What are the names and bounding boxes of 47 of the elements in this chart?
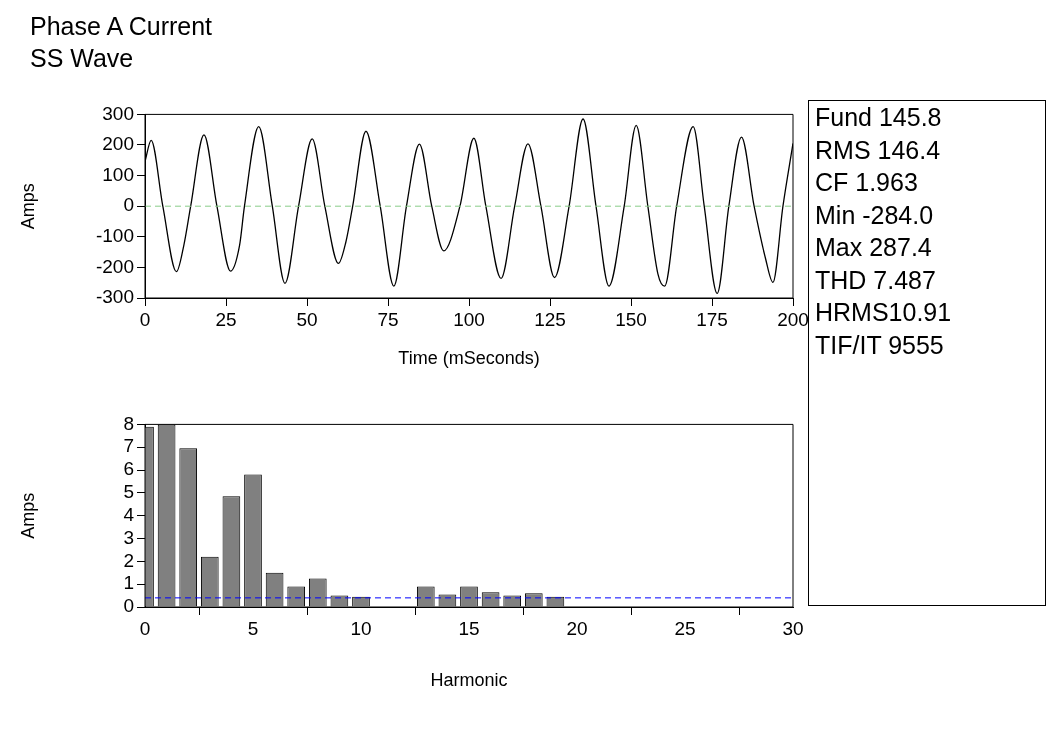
y-tick-label: 1 [123, 572, 134, 594]
x-tick-label: 0 [139, 308, 151, 330]
y-tick-label: 3 [123, 526, 134, 548]
x-tick-label: 0 [139, 617, 151, 639]
x-tick-label: 15 [458, 617, 480, 639]
text: THD 7.487 [815, 264, 937, 296]
y-tick-label: 0 [123, 194, 134, 216]
text: Fund 145.8 [815, 102, 943, 133]
text: HRMS10.91 [815, 297, 953, 328]
line-series [145, 118, 793, 295]
y-tick-label: 4 [123, 503, 135, 525]
x-tick-label: 25 [674, 617, 696, 639]
x-tick-label: 50 [296, 308, 318, 330]
x-tick-label: 25 [215, 308, 237, 330]
y-tick-label: -300 [95, 286, 134, 308]
y-axis-title: Amps [17, 183, 38, 230]
text: CF 1.963 [815, 167, 919, 198]
x-tick-label: 30 [782, 617, 804, 639]
x-tick-label: 5 [247, 617, 259, 639]
x-tick-label: 150 [615, 308, 647, 330]
x-tick-label: 175 [696, 308, 728, 330]
x-axis-title: Harmonic [430, 670, 508, 691]
x-tick-label: 100 [453, 308, 485, 330]
x-tick-label: 200 [777, 308, 809, 330]
text: RMS 146.4 [815, 134, 942, 166]
y-tick-label: 2 [123, 549, 134, 571]
chart-title: Phase A Current [30, 12, 213, 41]
x-tick-label: 75 [377, 308, 399, 330]
y-tick-label: 200 [102, 133, 134, 155]
text: Max 287.4 [815, 232, 933, 263]
y-tick-label: -100 [95, 225, 134, 247]
x-axis-title: Time (mSeconds) [398, 348, 540, 369]
y-tick-label: 6 [123, 458, 134, 480]
y-axis-title: Amps [17, 492, 38, 539]
y-tick-label: 5 [123, 481, 134, 503]
x-tick-label: 20 [566, 617, 588, 639]
y-tick-label: 300 [102, 102, 134, 124]
x-tick-label: 125 [534, 308, 566, 330]
y-tick-label: 100 [102, 163, 134, 185]
y-tick-label: 8 [123, 412, 134, 434]
text: Min -284.0 [815, 199, 935, 231]
text: TIF/IT 9555 [815, 329, 945, 361]
y-tick-label: 7 [123, 435, 134, 457]
y-tick-label: 0 [123, 595, 134, 617]
x-tick-label: 10 [350, 617, 372, 639]
y-tick-label: -200 [95, 255, 134, 277]
chart-subtitle: SS Wave [30, 44, 134, 73]
